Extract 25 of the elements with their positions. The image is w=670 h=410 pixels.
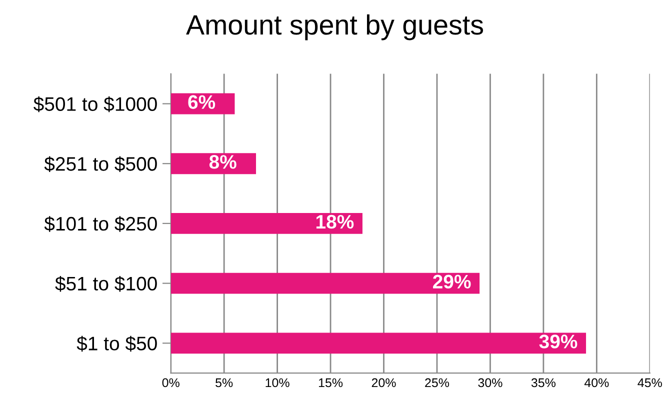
bar [170,272,480,294]
x-tick-label: 30% [478,378,502,388]
x-tick-label: 0% [162,378,180,388]
y-tick-label: $251 to $500 [44,156,157,172]
data-label: 8% [209,155,236,169]
data-label: 18% [316,214,354,229]
bar [170,212,362,234]
bar [170,153,256,174]
chart-title: Amount spent by guests [186,14,484,40]
y-tick-label: $51 to $100 [55,276,157,292]
x-tick-label: 40% [584,378,609,388]
x-tick-label: 5% [216,378,233,388]
x-tick-label: 45% [638,378,662,388]
x-tick-label: 15% [318,378,343,388]
x-tick-label: 20% [372,378,396,388]
x-tick-label: 10% [266,378,290,388]
x-tick-label: 35% [531,378,556,388]
y-tick-label: $101 to $250 [44,216,157,232]
data-label: 29% [433,274,471,289]
y-tick-label: $1 to $50 [76,336,157,352]
bar [170,332,586,354]
y-tick-label: $501 to $1000 [34,96,157,112]
data-label: 39% [539,334,578,348]
data-label: 6% [188,95,216,109]
x-tick-label: 25% [425,378,450,388]
